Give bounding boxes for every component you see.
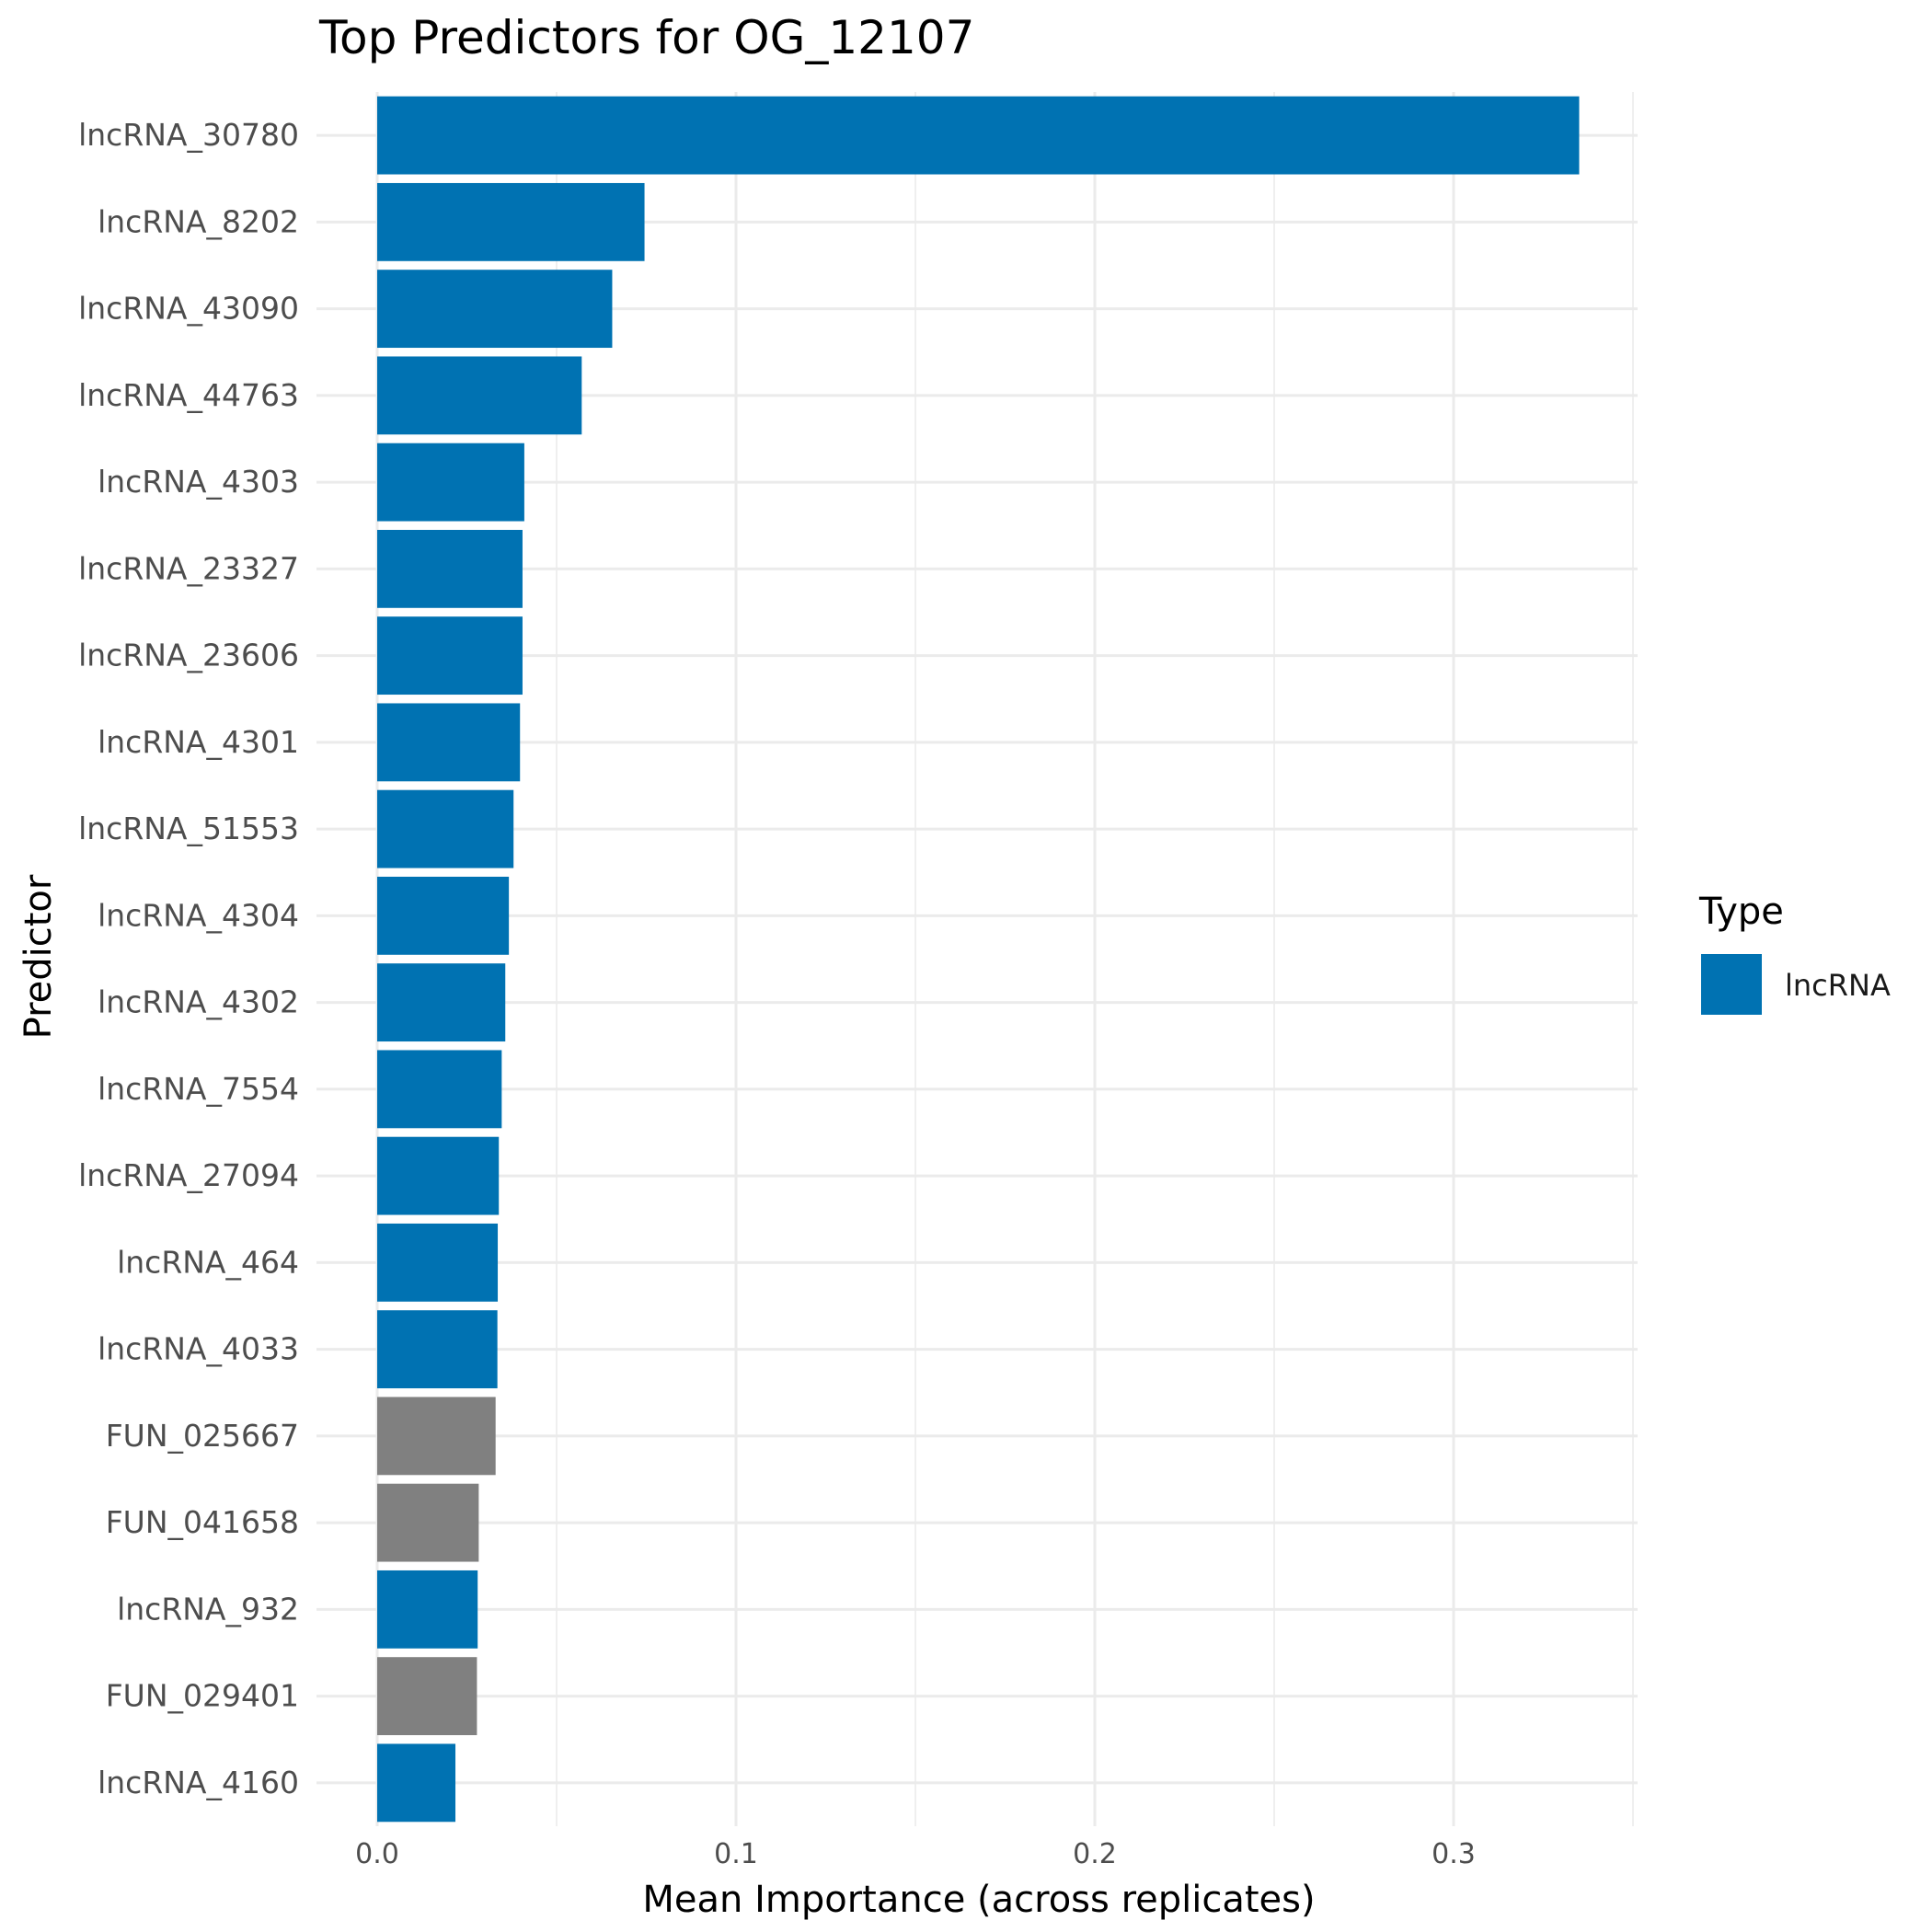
x-tick-label: 0.3 <box>1432 1838 1476 1870</box>
y-tick-label: lncRNA_23327 <box>78 550 299 586</box>
y-tick-label: lncRNA_8202 <box>98 203 299 239</box>
bar-fun-029401 <box>377 1657 477 1736</box>
y-tick-label: lncRNA_4304 <box>98 897 299 933</box>
bar-lncrna-4304 <box>377 876 510 955</box>
legend-title: Type <box>1698 891 1784 933</box>
bar-lncrna-43090 <box>377 270 613 349</box>
bar-lncrna-464 <box>377 1223 499 1302</box>
bar-fun-041658 <box>377 1483 479 1562</box>
bar-lncrna-23606 <box>377 616 523 696</box>
bar-lncrna-27094 <box>377 1136 500 1215</box>
y-tick-label: lncRNA_4160 <box>98 1765 299 1800</box>
y-tick-label: lncRNA_932 <box>117 1591 299 1627</box>
x-tick-label: 0.0 <box>355 1838 399 1870</box>
bar-lncrna-4301 <box>377 703 521 782</box>
y-tick-label: lncRNA_44763 <box>78 377 299 413</box>
y-tick-label: FUN_041658 <box>106 1504 299 1540</box>
bar-lncrna-4160 <box>377 1743 456 1823</box>
y-tick-label: lncRNA_4301 <box>98 724 299 760</box>
bar-series <box>377 96 1580 1823</box>
y-tick-label: lncRNA_43090 <box>78 291 299 327</box>
y-tick-label: lncRNA_4033 <box>98 1331 299 1367</box>
bar-lncrna-7554 <box>377 1050 502 1129</box>
y-tick-label: lncRNA_51553 <box>78 811 299 846</box>
x-tick-labels: 0.0 0.1 0.2 0.3 <box>355 1838 1476 1870</box>
bar-lncrna-8202 <box>377 182 645 261</box>
y-tick-label: lncRNA_30780 <box>78 117 299 153</box>
bar-lncrna-44763 <box>377 356 582 435</box>
legend-label-lncrna: lncRNA <box>1785 968 1891 1003</box>
y-tick-label: lncRNA_4302 <box>98 984 299 1020</box>
x-tick-label: 0.2 <box>1073 1838 1117 1870</box>
plot-grid <box>316 92 1638 1826</box>
y-tick-label: FUN_029401 <box>106 1678 299 1714</box>
y-tick-label: lncRNA_464 <box>117 1244 299 1280</box>
bar-lncrna-4302 <box>377 963 506 1042</box>
bar-lncrna-30780 <box>377 96 1580 175</box>
bar-lncrna-4033 <box>377 1310 498 1389</box>
y-tick-label: FUN_025667 <box>106 1418 299 1454</box>
y-tick-label: lncRNA_27094 <box>78 1157 299 1193</box>
y-axis-title: Predictor <box>17 874 60 1039</box>
y-tick-label: lncRNA_4303 <box>98 464 299 500</box>
legend: Type lncRNA <box>1698 891 1891 1015</box>
chart-title: Top Predictors for OG_12107 <box>318 11 974 64</box>
y-tick-label: lncRNA_23606 <box>78 638 299 673</box>
x-axis-title: Mean Importance (across replicates) <box>642 1879 1315 1921</box>
bar-lncrna-23327 <box>377 529 523 608</box>
y-tick-label: lncRNA_7554 <box>98 1071 299 1107</box>
legend-swatch-lncrna <box>1701 954 1762 1015</box>
bar-lncrna-932 <box>377 1570 478 1649</box>
bar-lncrna-51553 <box>377 789 514 868</box>
bar-lncrna-4303 <box>377 443 524 522</box>
bar-fun-025667 <box>377 1397 496 1476</box>
y-tick-labels: lncRNA_30780 lncRNA_8202 lncRNA_43090 lncRN… <box>78 117 299 1800</box>
x-tick-label: 0.1 <box>714 1838 758 1870</box>
